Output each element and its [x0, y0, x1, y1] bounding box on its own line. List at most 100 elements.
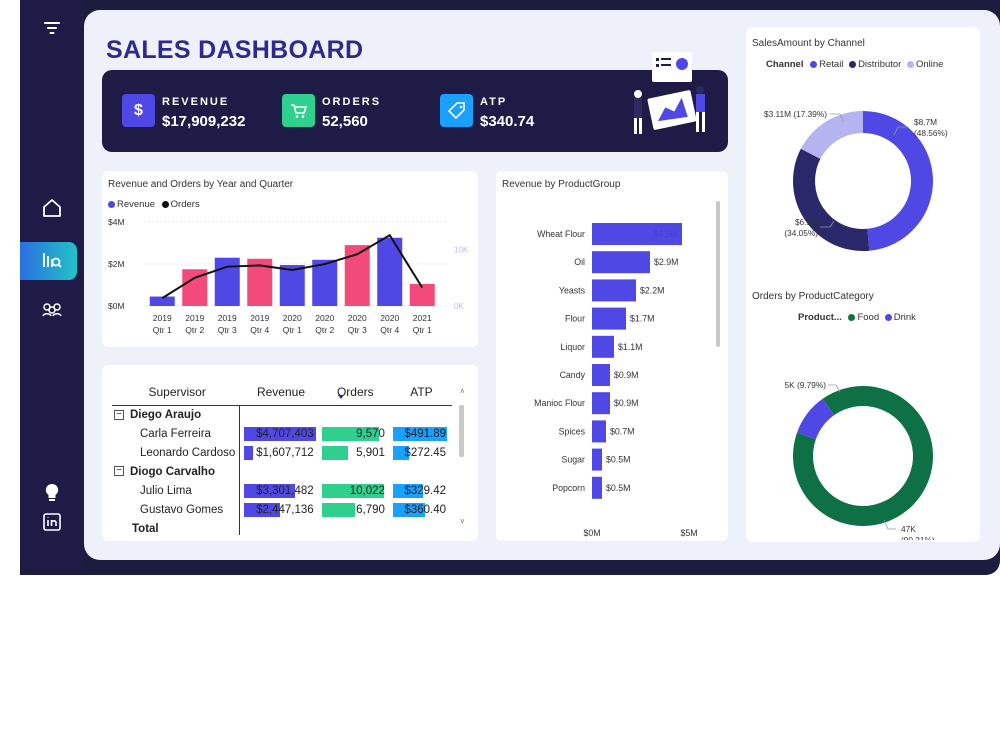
data-bar [321, 427, 379, 441]
supervisor-name: Carla Ferreira [140, 427, 211, 440]
atp-cell: $272.45 [391, 443, 452, 462]
product-chart-card: Revenue by ProductGroup Wheat Flour $4.5M… [496, 171, 728, 541]
table-row[interactable]: Carla Ferreira $4,707,403 9,570 $491.89 [112, 424, 452, 443]
table-row[interactable]: Gustavo Gomes $2,447,136 6,790 $360.40 [112, 500, 452, 519]
group-row[interactable]: Total [112, 519, 452, 538]
matrix-card: Supervisor Revenue Orders ATP − Diego Ara… [102, 365, 478, 541]
scroll-thumb[interactable] [716, 201, 720, 347]
col-header-supervisor[interactable]: Supervisor [112, 379, 243, 406]
scroll-thumb[interactable] [459, 405, 464, 457]
category-legend: Product... Food Drink [798, 312, 916, 323]
cell-value: $1,607,712 [256, 446, 314, 459]
x-tick-label: 2020 [283, 313, 302, 323]
x-tick-label: 2020 [348, 313, 367, 323]
orders-cell: 9,570 [320, 424, 391, 443]
table-row[interactable]: Julio Lima $3,301,482 10,022 $329.42 [112, 481, 452, 500]
users-icon[interactable] [38, 297, 66, 325]
revenue-cell [242, 519, 319, 538]
revenue-bar [279, 265, 305, 306]
col-header-label: Revenue [256, 384, 305, 399]
legend-dot [884, 313, 892, 321]
revenue-cell: $2,447,136 [242, 500, 319, 519]
data-label: $0.9M [614, 370, 638, 380]
x-tick-label: 2019 [185, 313, 204, 323]
legend-label: Food [857, 312, 880, 323]
data-bar [392, 427, 447, 441]
data-label: $0.7M [610, 426, 634, 436]
supervisor-cell: Carla Ferreira [112, 424, 242, 443]
category-label: Candy [560, 370, 586, 380]
channel-legend: Channel Retail Distributor Online [766, 59, 943, 70]
collapse-icon[interactable]: − [114, 466, 124, 477]
data-label: $0.9M [614, 398, 638, 408]
data-label: $4.5M [654, 229, 678, 239]
cell-value: $2,447,136 [256, 503, 314, 516]
y-tick-label: $2M [108, 259, 125, 269]
donut-slice [797, 398, 835, 440]
col-header-orders[interactable]: Orders [319, 379, 391, 406]
cell-value: $272.45 [404, 446, 446, 459]
scroll-up-icon[interactable]: ˄ [460, 387, 465, 396]
x-tick-label: 2020 [315, 313, 334, 323]
orders-cell [320, 462, 391, 481]
atp-cell: $329.42 [391, 481, 452, 500]
revenue-bar [312, 259, 338, 306]
scroll-down-icon[interactable]: ˅ [460, 517, 465, 526]
kpi-value: $17,909,232 [162, 113, 246, 130]
matrix-scrollbar[interactable]: ˄ ˅ [458, 387, 466, 537]
data-bar [392, 484, 423, 498]
y-tick-label: $0M [108, 301, 125, 311]
cell-value: 9,570 [356, 427, 385, 440]
col-header-atp[interactable]: ATP [390, 379, 452, 406]
data-label: $2.9M [654, 257, 678, 267]
lightbulb-icon[interactable] [38, 482, 66, 510]
home-icon[interactable] [38, 196, 66, 224]
kpi-value: 52,560 [322, 113, 368, 130]
supervisor-cell: Total [112, 519, 242, 538]
filter-icon[interactable] [38, 18, 66, 46]
x-tick-label: Qtr 1 [283, 325, 302, 335]
supervisor-name: Leonardo Cardoso [140, 446, 236, 459]
atp-cell: $360.40 [391, 500, 452, 519]
collapse-icon[interactable]: − [114, 409, 124, 420]
y2-tick-label: 10K [454, 246, 469, 255]
supervisor-name: Total [132, 522, 159, 535]
kpi-label: REVENUE [162, 96, 230, 108]
data-label: (34.05%) [784, 228, 818, 238]
category-donut-chart[interactable]: 47K(90.21%) 5K (9.79%) [746, 330, 980, 540]
group-row[interactable]: − Diogo Carvalho [112, 462, 452, 481]
orders-cell [320, 519, 391, 538]
orders-cell [320, 405, 391, 424]
x-tick-label: Qtr 3 [348, 325, 367, 335]
x-tick-label: Qtr 2 [315, 325, 334, 335]
linkedin-icon[interactable] [38, 512, 66, 540]
legend-label: Orders [170, 199, 200, 210]
category-label: Spices [559, 426, 586, 436]
data-label: (48.56%) [914, 128, 948, 138]
label-leader-line [883, 519, 896, 530]
x-tick-label: Qtr 1 [153, 325, 172, 335]
x-tick-label: $5M [680, 528, 697, 538]
group-row[interactable]: − Diego Araujo [112, 405, 452, 424]
channel-donut-chart[interactable]: $8.7M(48.56%) $6.1M(34.05%) $3.11M (17.39%… [746, 77, 980, 267]
kpi-bar: $ REVENUE $17,909,232 ORDERS 52,560 ATP … [102, 52, 728, 152]
combo-chart[interactable]: $4M $2M $0M 10K 0K 2019 Qtr 1 2019 Qtr 2 2019 Qtr … [102, 171, 478, 347]
cell-value: $491.89 [404, 427, 446, 440]
kpi-label: ATP [480, 96, 508, 108]
kpi-value: $340.74 [480, 113, 535, 130]
supervisor-cell: − Diogo Carvalho [112, 462, 242, 481]
legend-title: Product... [798, 312, 842, 323]
data-bar [321, 484, 384, 498]
data-bar [392, 446, 410, 460]
table-row[interactable]: Leonardo Cardoso $1,607,712 5,901 $272.45 [112, 443, 452, 462]
chart-legend: Revenue Orders [108, 199, 200, 210]
supervisor-matrix: Supervisor Revenue Orders ATP − Diego Ara… [112, 379, 452, 538]
product-bar-chart[interactable]: Wheat Flour $4.5M Oil $2.9M Yeasts $2.2M Flour… [496, 171, 728, 541]
orders-line [161, 233, 424, 299]
category-label: Oil [574, 257, 585, 267]
chart-title: Revenue and Orders by Year and Quarter [108, 179, 294, 190]
analytics-icon[interactable] [38, 247, 66, 275]
category-label: Wheat Flour [537, 229, 585, 239]
sort-desc-icon[interactable] [338, 395, 344, 399]
col-header-revenue[interactable]: Revenue [242, 379, 320, 406]
